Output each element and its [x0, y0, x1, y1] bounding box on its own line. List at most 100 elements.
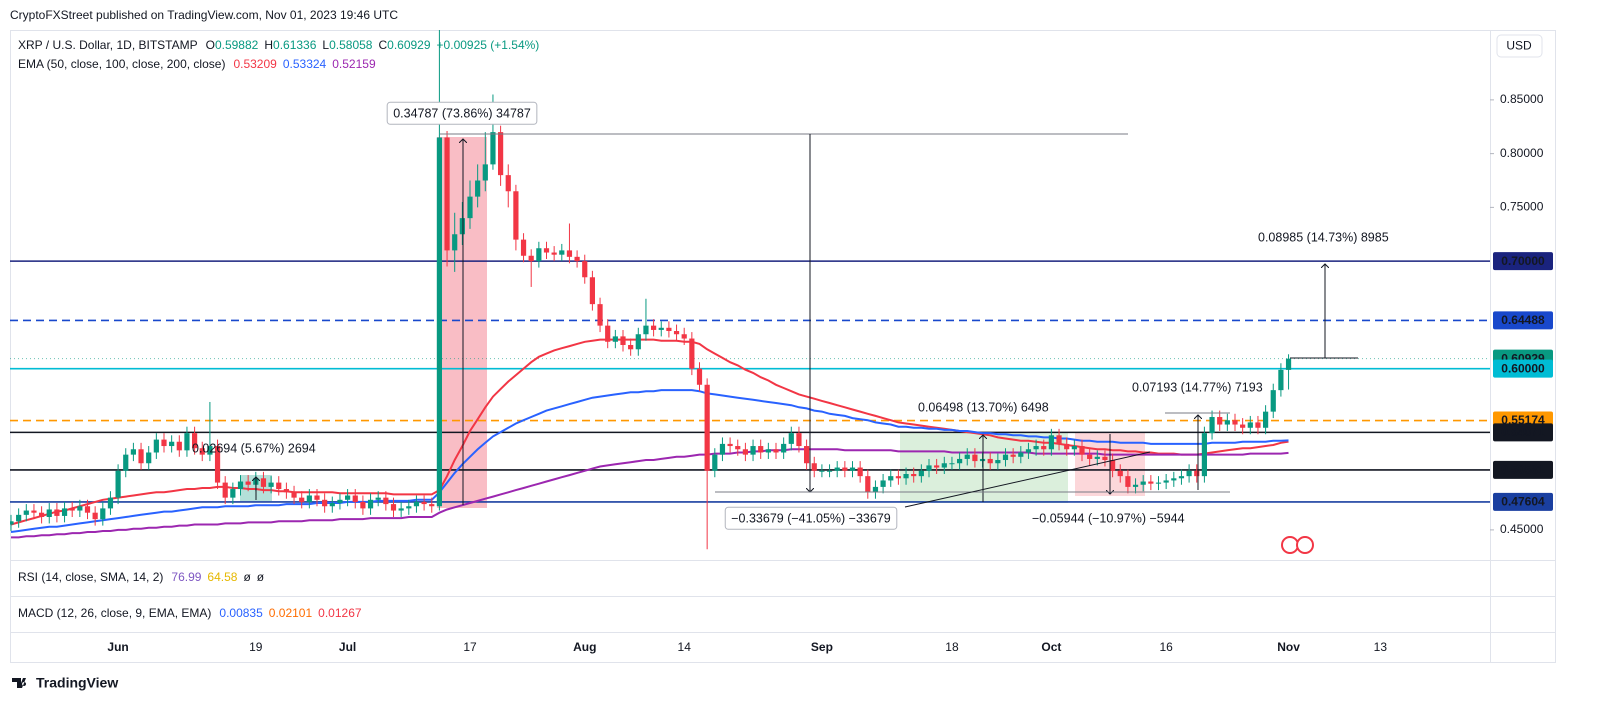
- candle-body: [987, 458, 993, 464]
- candle-body: [849, 467, 856, 471]
- candle-body: [169, 441, 175, 447]
- candle-body: [61, 508, 68, 516]
- candle-body: [926, 465, 932, 471]
- currency[interactable]: USD: [1506, 39, 1532, 53]
- candle-body: [482, 164, 488, 181]
- price-level-label: 0.70000: [1501, 254, 1545, 268]
- indicator-title: RSI (14, close, SMA, 14, 2): [18, 570, 163, 584]
- candle-body: [520, 239, 527, 256]
- price-level-tag: [1493, 359, 1553, 378]
- annotations: 0.34787 (73.86%) 34787 0.02694 (5.67%) 26…: [192, 101, 1389, 530]
- candle-body: [528, 255, 534, 262]
- candle-body: [773, 449, 779, 453]
- candle-body: [1148, 481, 1154, 484]
- indicator-value: ø: [257, 570, 265, 584]
- ema-line: [11, 448, 1289, 539]
- candle-body: [138, 449, 144, 464]
- measure-label: 0.07193 (14.77%) 7193: [1132, 380, 1263, 394]
- indicator-value: 0.00835: [219, 606, 263, 620]
- candle-body: [283, 489, 289, 493]
- candle-body: [352, 495, 358, 502]
- ohlc-label: L: [322, 38, 329, 52]
- candle-body: [1002, 454, 1009, 461]
- price-level-tag: [1493, 460, 1553, 479]
- candle-body: [268, 482, 274, 487]
- candle-body: [949, 463, 955, 465]
- candle-body: [1178, 476, 1185, 479]
- footer-logo: TradingView: [12, 675, 118, 691]
- candle-body: [1240, 424, 1246, 428]
- candle-body: [199, 448, 205, 455]
- candle-body: [1217, 417, 1223, 425]
- price-level-tag: [1493, 492, 1553, 511]
- candle-body: [597, 304, 603, 326]
- candle-body: [23, 510, 29, 515]
- candle-body: [781, 443, 787, 453]
- candle-body: [322, 499, 328, 507]
- candle-body: [329, 503, 335, 507]
- candle-body: [123, 454, 129, 471]
- candle-body: [1056, 435, 1062, 444]
- candle-body: [360, 501, 366, 509]
- candle-body: [957, 458, 963, 464]
- candle-body: [865, 476, 871, 493]
- price-level-label: 0.54071: [1501, 425, 1545, 439]
- candle-body: [222, 482, 228, 498]
- candle-body: [895, 476, 901, 479]
- candle-body: [130, 449, 136, 455]
- candle-body: [681, 334, 687, 339]
- candle-body: [536, 248, 542, 262]
- ema-value: 0.53209: [233, 57, 277, 71]
- background-drawings: [240, 137, 1145, 508]
- measure-label: −0.05944 (−10.97%) −5944: [1032, 511, 1185, 525]
- candle-body: [39, 512, 45, 517]
- measure-label: 0.34787 (73.86%) 34787: [393, 106, 531, 120]
- candle-body: [54, 509, 60, 516]
- event-flag[interactable]: [1296, 536, 1314, 554]
- candle-body: [788, 433, 794, 444]
- candle-body: [620, 336, 626, 345]
- candle-body: [436, 137, 442, 507]
- candle-body: [260, 478, 267, 487]
- candle-body: [207, 446, 213, 455]
- measure-label: 0.08985 (14.73%) 8985: [1258, 230, 1389, 244]
- candle-body: [161, 439, 167, 447]
- ohlc-label: O: [206, 38, 215, 52]
- candle-body: [582, 261, 588, 278]
- candle-body: [444, 137, 450, 251]
- candle-body: [842, 467, 848, 471]
- candle-body: [1163, 480, 1169, 483]
- candle-body: [100, 508, 106, 520]
- indicator-title: MACD (12, 26, close, 9, EMA, EMA): [18, 606, 211, 620]
- candle-body: [31, 510, 37, 513]
- candle-body: [1025, 449, 1032, 453]
- x-tick-label: 17: [463, 640, 477, 654]
- candle-body: [1132, 484, 1139, 487]
- candle-body: [735, 446, 741, 450]
- candle-body: [819, 470, 825, 472]
- price-level-label: 0.64488: [1501, 313, 1545, 327]
- candle-body: [176, 441, 182, 451]
- x-tick-label: Jun: [107, 640, 128, 654]
- candle-body: [46, 509, 52, 517]
- candle-body: [1064, 443, 1070, 450]
- candle-body: [941, 463, 947, 468]
- candle-body: [345, 495, 351, 500]
- candle-body: [77, 506, 83, 511]
- ohlc-label: H: [264, 38, 273, 52]
- candle-body: [1140, 481, 1146, 485]
- brand: TradingView: [36, 675, 118, 691]
- candle-body: [421, 501, 427, 505]
- candle-body: [857, 467, 863, 477]
- candle-body: [696, 368, 703, 385]
- candle-body: [1071, 446, 1077, 450]
- measure-label: 0.02694 (5.67%) 2694: [192, 441, 316, 455]
- candle-body: [230, 489, 236, 498]
- event-flag[interactable]: [1281, 536, 1299, 554]
- candle-body: [10, 521, 14, 525]
- candle-body: [513, 191, 519, 240]
- currency-button[interactable]: [1496, 34, 1543, 58]
- ohlc-value: 0.60929: [387, 38, 431, 52]
- candle-body: [505, 175, 511, 192]
- candle-body: [995, 460, 1001, 464]
